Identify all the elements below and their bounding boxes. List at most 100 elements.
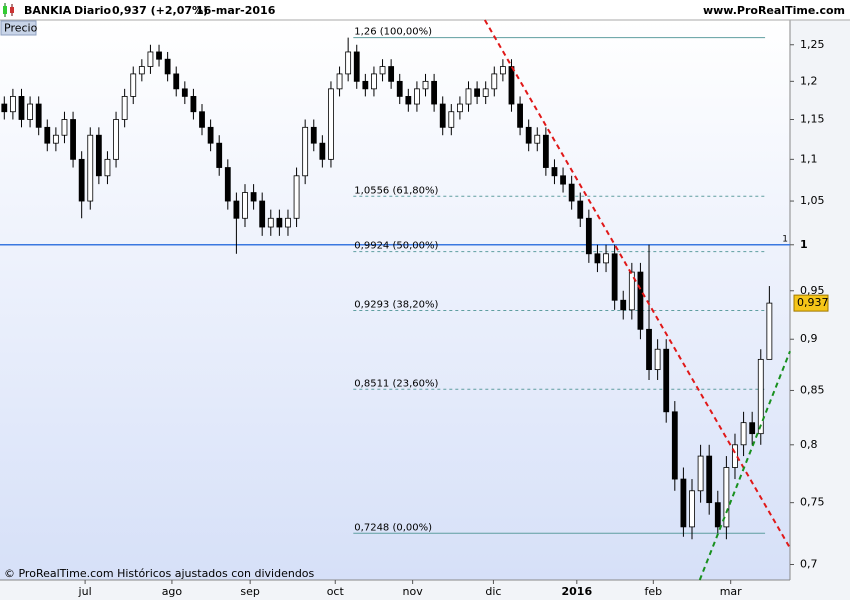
candle-body [594, 253, 601, 264]
candle-body [113, 119, 119, 160]
candle-body [749, 422, 756, 435]
candle-body [276, 217, 283, 228]
period: Diario [74, 4, 112, 17]
candle-body [199, 111, 205, 128]
candle-body [250, 192, 257, 202]
candle-body [680, 478, 687, 528]
candle-body [611, 253, 618, 301]
candle-body [336, 73, 343, 90]
candle-body [87, 134, 94, 202]
candle-body [671, 411, 678, 480]
candle-body [448, 111, 455, 128]
candle-body [164, 58, 171, 75]
footer: © ProRealTime.com Históricos ajustados c… [4, 567, 315, 580]
change: 0,937 (+2,07%) [112, 4, 208, 17]
candle-body [474, 88, 480, 97]
candle-body [585, 217, 592, 255]
candle-body [542, 134, 549, 168]
candle-body [431, 80, 438, 105]
y-tick-label: 0,9 [800, 332, 818, 345]
candle-body [465, 88, 472, 105]
candle-body [388, 66, 395, 82]
date: 16-mar-2016 [196, 4, 276, 17]
last-price-box [793, 294, 829, 312]
candle-body [147, 51, 154, 67]
candle-body [181, 88, 188, 97]
panel-label: Precio [4, 22, 38, 35]
candle-body [757, 358, 764, 435]
candle-body [439, 103, 446, 128]
candle-body [568, 183, 575, 202]
y-tick-label: 1,2 [800, 74, 818, 87]
candle-body [156, 51, 162, 60]
candle-body [628, 271, 635, 311]
trend-line [483, 19, 791, 549]
x-axis-area [0, 580, 790, 600]
last-price-label: 0,937 [797, 296, 829, 309]
candle-body [70, 119, 76, 160]
candle-body [525, 126, 532, 144]
candle-body [207, 126, 214, 144]
candle-body [663, 348, 670, 413]
candle-body [353, 51, 360, 82]
candle-body [714, 502, 721, 528]
candle-body [689, 490, 695, 528]
candle-body [61, 119, 68, 136]
candle-body [482, 88, 489, 97]
candle-body [723, 467, 730, 528]
candle-body [499, 66, 506, 75]
plot-area [0, 20, 790, 580]
y-tick-label: 1,25 [800, 38, 825, 51]
y-tick-label: 0,95 [800, 284, 825, 297]
level-label: 1 [782, 234, 788, 244]
candle-body [706, 455, 713, 504]
trend-line [698, 350, 791, 581]
candle-body [216, 142, 223, 168]
candle-body [173, 73, 180, 90]
candle-body [517, 103, 523, 128]
candle-body [577, 200, 584, 219]
candle-body [121, 96, 128, 120]
y-tick-label: 0,8 [800, 438, 818, 451]
candle-body [362, 80, 369, 90]
candle-body [293, 175, 300, 219]
candle-body [138, 66, 145, 75]
candle-body [310, 126, 317, 144]
candle-body [457, 103, 463, 113]
candle-body [766, 302, 773, 360]
candle-body [646, 328, 652, 371]
candle-body [697, 455, 704, 492]
candle-body [259, 200, 266, 228]
candle-body [422, 80, 429, 90]
candle-body [551, 167, 558, 177]
candle-body [328, 88, 334, 160]
candle-body [95, 134, 102, 177]
x-tick-label: mar [720, 585, 742, 598]
x-tick-label: feb [645, 585, 663, 598]
candle-body [620, 299, 627, 311]
candle-body [44, 126, 51, 144]
x-tick-label: nov [403, 585, 424, 598]
candle-body [491, 73, 498, 90]
candle-body [35, 103, 42, 128]
fib-label: 1,26 (100,00%) [354, 27, 432, 38]
candle-body [534, 134, 541, 144]
candle-body [345, 51, 352, 75]
fib-label: 0,9924 (50,00%) [354, 241, 438, 252]
candle-body [267, 217, 274, 228]
header-icon [3, 3, 14, 17]
x-tick-label: jul [78, 585, 92, 598]
fib-label: 0,9293 (38,20%) [354, 300, 438, 311]
x-tick-label: ago [162, 585, 183, 598]
y-tick-label: 1 [800, 238, 808, 251]
y-tick-label: 1,15 [800, 112, 825, 125]
fib-label: 0,8511 (23,60%) [354, 378, 438, 389]
candle-body [371, 73, 377, 90]
candle-body [130, 73, 137, 97]
fib-label: 0,7248 (0,00%) [354, 522, 432, 533]
candle-body [560, 175, 566, 185]
candle-body [233, 200, 240, 219]
fib-label: 1,0556 (61,80%) [354, 185, 438, 196]
candle-body [302, 126, 309, 177]
